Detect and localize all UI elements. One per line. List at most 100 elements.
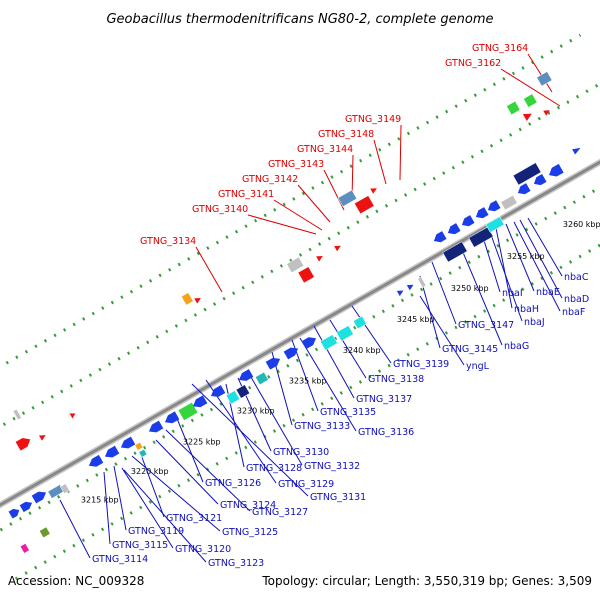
gene-label-gtng-3162[interactable]: GTNG_3162 — [445, 58, 501, 69]
gene-feature[interactable] — [39, 526, 51, 539]
gene-label-gtng-3136[interactable]: GTNG_3136 — [358, 427, 414, 438]
gene-feature[interactable] — [506, 100, 521, 116]
gene-feature[interactable] — [572, 145, 582, 155]
gene-label-gtng-3133[interactable]: GTNG_3133 — [294, 421, 350, 432]
gene-feature[interactable] — [337, 189, 358, 207]
gene-feature[interactable] — [147, 420, 164, 436]
gene-feature[interactable] — [336, 325, 354, 342]
gene-feature[interactable] — [138, 448, 148, 458]
gene-label-gtng-3131[interactable]: GTNG_3131 — [310, 492, 366, 503]
gene-feature[interactable] — [103, 445, 120, 461]
gene-feature[interactable] — [486, 200, 501, 214]
gene-feature[interactable] — [301, 334, 319, 350]
gene-label-nbag[interactable]: nbaG — [504, 341, 529, 352]
gene-feature[interactable] — [334, 243, 342, 252]
gene-feature[interactable] — [225, 390, 241, 405]
gene-feature[interactable] — [254, 371, 269, 386]
gene-feature[interactable] — [119, 436, 136, 452]
gene-label-gtng-3144[interactable]: GTNG_3144 — [297, 144, 353, 155]
gene-feature[interactable] — [8, 507, 22, 519]
gene-feature[interactable] — [474, 207, 489, 221]
gene-label-gtng-3129[interactable]: GTNG_3129 — [278, 479, 334, 490]
gene-feature[interactable] — [532, 174, 547, 188]
gene-label-gtng-3142[interactable]: GTNG_3142 — [242, 174, 298, 185]
gene-label-nbaj[interactable]: nbaJ — [524, 317, 545, 328]
gene-label-gtng-3138[interactable]: GTNG_3138 — [368, 374, 424, 385]
gene-label-gtng-3132[interactable]: GTNG_3132 — [304, 461, 360, 472]
gene-feature[interactable] — [286, 256, 305, 274]
gene-label-gtng-3128[interactable]: GTNG_3128 — [246, 463, 302, 474]
gene-feature[interactable] — [265, 355, 283, 370]
gene-feature[interactable] — [354, 195, 375, 215]
gene-feature[interactable] — [352, 315, 367, 330]
gene-feature[interactable] — [12, 408, 22, 421]
gene-feature[interactable] — [31, 489, 49, 504]
gene-feature[interactable] — [237, 369, 254, 384]
gene-feature[interactable] — [181, 292, 194, 306]
gene-label-gtng-3115[interactable]: GTNG_3115 — [112, 540, 168, 551]
gene-feature[interactable] — [500, 194, 518, 211]
gene-label-nbae[interactable]: nbaE — [536, 287, 560, 298]
gene-feature[interactable] — [406, 282, 415, 291]
gene-label-nbah[interactable]: nbaH — [514, 304, 539, 315]
gene-feature[interactable] — [19, 543, 30, 554]
gene-feature[interactable] — [283, 345, 301, 360]
gene-label-gtng-3139[interactable]: GTNG_3139 — [393, 359, 449, 370]
gene-feature[interactable] — [370, 186, 378, 194]
gene-feature[interactable] — [320, 334, 338, 351]
gene-label-gtng-3134[interactable]: GTNG_3134 — [140, 236, 196, 247]
gene-feature[interactable] — [460, 215, 475, 229]
gene-label-nbai[interactable]: nbaI — [502, 288, 523, 299]
gene-label-nbac[interactable]: nbaC — [564, 272, 589, 283]
gene-label-gtng-3143[interactable]: GTNG_3143 — [268, 159, 324, 170]
gene-label-gtng-3141[interactable]: GTNG_3141 — [218, 189, 274, 200]
gene-feature[interactable] — [19, 499, 34, 513]
gene-label-gtng-3147[interactable]: GTNG_3147 — [458, 320, 514, 331]
gene-label-gtng-3140[interactable]: GTNG_3140 — [192, 204, 248, 215]
gene-label-nbad[interactable]: nbaD — [564, 294, 589, 305]
gene-label-gtng-3137[interactable]: GTNG_3137 — [356, 394, 412, 405]
gene-label-gtng-3120[interactable]: GTNG_3120 — [175, 544, 231, 555]
gene-feature[interactable] — [485, 216, 505, 233]
gene-feature[interactable] — [69, 411, 77, 419]
gene-feature[interactable] — [194, 295, 202, 304]
gene-feature[interactable] — [209, 385, 226, 400]
gene-feature[interactable] — [417, 276, 427, 288]
gene-feature[interactable] — [432, 231, 447, 245]
gene-feature[interactable] — [396, 288, 405, 297]
gene-label-gtng-3164[interactable]: GTNG_3164 — [472, 43, 528, 54]
gene-feature[interactable] — [177, 401, 199, 421]
gene-feature[interactable] — [191, 395, 208, 410]
gene-label-gtng-3119[interactable]: GTNG_3119 — [128, 526, 184, 537]
gene-feature[interactable] — [235, 384, 251, 399]
gene-label-gtng-3114[interactable]: GTNG_3114 — [92, 554, 148, 565]
gene-label-gtng-3124[interactable]: GTNG_3124 — [220, 500, 276, 511]
gene-label-gtng-3125[interactable]: GTNG_3125 — [222, 527, 278, 538]
gene-label-gtng-3148[interactable]: GTNG_3148 — [318, 129, 374, 140]
gene-label-gtng-3145[interactable]: GTNG_3145 — [442, 344, 498, 355]
gene-feature[interactable] — [163, 411, 180, 426]
gene-feature[interactable] — [446, 223, 461, 237]
gene-feature[interactable] — [59, 483, 70, 494]
gene-label-gtng-3135[interactable]: GTNG_3135 — [320, 407, 376, 418]
gene-feature[interactable] — [512, 162, 542, 186]
gene-feature[interactable] — [523, 93, 538, 108]
gene-label-yngl[interactable]: yngL — [466, 361, 490, 372]
gene-feature[interactable] — [134, 441, 144, 451]
gene-feature[interactable] — [547, 163, 564, 180]
gene-feature[interactable] — [536, 71, 553, 87]
gene-feature[interactable] — [87, 454, 104, 470]
gene-feature[interactable] — [516, 183, 531, 197]
gene-label-gtng-3149[interactable]: GTNG_3149 — [345, 114, 401, 125]
gene-feature[interactable] — [39, 433, 47, 441]
gene-feature[interactable] — [15, 435, 33, 451]
gene-feature[interactable] — [316, 253, 324, 262]
gene-label-gtng-3126[interactable]: GTNG_3126 — [205, 478, 261, 489]
gene-label-gtng-3121[interactable]: GTNG_3121 — [166, 513, 222, 524]
gene-feature[interactable] — [522, 110, 534, 122]
gene-label-gtng-3127[interactable]: GTNG_3127 — [252, 507, 308, 518]
gene-feature[interactable] — [297, 266, 315, 284]
gene-feature[interactable] — [543, 108, 551, 116]
gene-label-gtng-3130[interactable]: GTNG_3130 — [273, 447, 329, 458]
